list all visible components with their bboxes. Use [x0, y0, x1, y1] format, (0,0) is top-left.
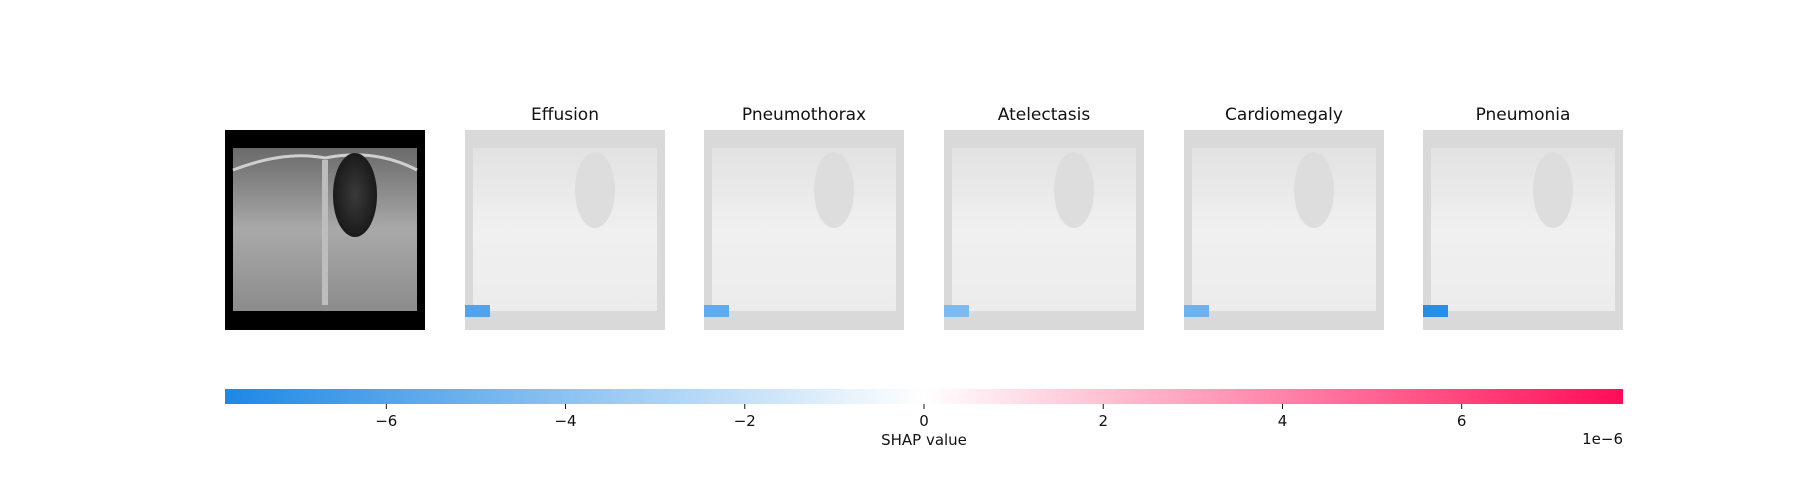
panel-overlay [1192, 148, 1376, 311]
xray-shoulders [232, 153, 418, 172]
panel-overlay [952, 148, 1136, 311]
panel-lung-ghost [575, 152, 615, 228]
xray-lung [333, 153, 377, 237]
shap-block [1423, 305, 1448, 317]
xray-image [225, 130, 425, 330]
shap-block [704, 305, 729, 317]
shap-block [465, 305, 490, 317]
shap-panel: Pneumothorax [704, 105, 904, 330]
shap-block [944, 305, 969, 317]
shap-panel: Cardiomegaly [1184, 105, 1384, 330]
panel-title: Pneumothorax [742, 105, 866, 125]
colorbar-offset-label: 1e−6 [1582, 430, 1623, 448]
colorbar-xlabel: SHAP value [881, 431, 967, 449]
panel-lung-ghost [1533, 152, 1573, 228]
shap-panel: Effusion [465, 105, 665, 330]
panel-lung-ghost [1054, 152, 1094, 228]
colorbar-tick-label: −2 [734, 412, 756, 430]
shap-block [1184, 305, 1209, 317]
colorbar-tick-label: −4 [554, 412, 576, 430]
colorbar-tick-label: 6 [1457, 412, 1467, 430]
panel-overlay [712, 148, 896, 311]
colorbar-tick-label: 4 [1278, 412, 1288, 430]
colorbar: −6 −4 −2 0 2 4 6 SHAP value 1e−6 [225, 389, 1623, 449]
colorbar-gradient [225, 389, 1623, 404]
panel-title: Pneumonia [1476, 105, 1571, 125]
panel-title: Cardiomegaly [1225, 105, 1343, 125]
colorbar-tick-label: −6 [375, 412, 397, 430]
panel-overlay [473, 148, 657, 311]
panel-lung-ghost [814, 152, 854, 228]
panel-lung-ghost [1294, 152, 1334, 228]
panel-title: Atelectasis [998, 105, 1091, 125]
colorbar-tick-label: 2 [1098, 412, 1108, 430]
shap-panel: Pneumonia [1423, 105, 1623, 330]
panel-title: Effusion [531, 105, 599, 125]
shap-panel: Atelectasis [944, 105, 1144, 330]
colorbar-tick-label: 0 [919, 412, 929, 430]
panel-overlay [1431, 148, 1615, 311]
